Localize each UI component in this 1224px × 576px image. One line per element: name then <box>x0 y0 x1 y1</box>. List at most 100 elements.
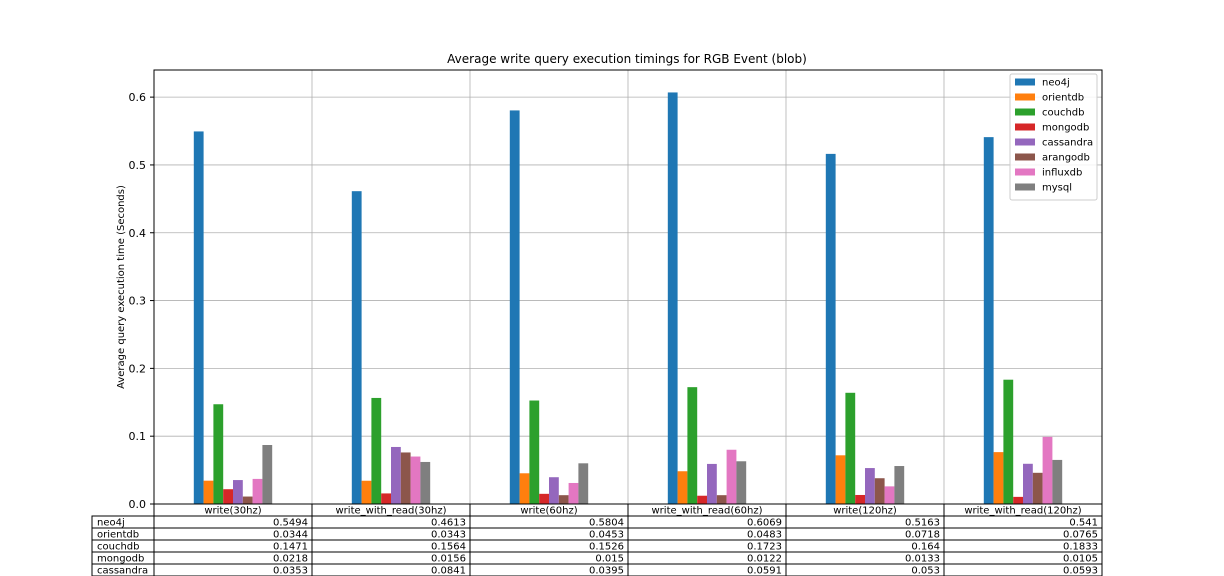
table-cell-value: 0.0453 <box>589 530 624 541</box>
legend-swatch <box>1015 168 1035 176</box>
bar-mysql <box>420 461 431 504</box>
bar-orientdb <box>519 473 530 504</box>
data-table: write(30hz) write_with_read(30hz) write(60… <box>91 503 1103 576</box>
table-header-label: write_with_read(60hz) <box>652 506 763 517</box>
bar-influxdb <box>410 456 421 504</box>
table-cell-value: 0.0483 <box>747 530 782 541</box>
table-cell-value: 0.5494 <box>273 518 308 529</box>
bar-mysql <box>894 466 905 504</box>
bar-couchdb <box>213 404 224 504</box>
bar-orientdb <box>835 455 846 504</box>
bar-cassandra <box>549 477 559 504</box>
table-cell-value: 0.4613 <box>431 518 466 529</box>
bar-arangodb <box>874 478 885 504</box>
legend-label: mongodb <box>1042 123 1089 134</box>
table-cell-value: 0.0841 <box>431 566 466 576</box>
bar-mongodb <box>855 494 865 504</box>
y-tick-label: 0.0 <box>129 498 147 511</box>
bar-arangodb <box>242 496 253 504</box>
bar-mongodb <box>697 495 707 504</box>
table-cell-value: 0.1564 <box>431 542 466 553</box>
bar-couchdb <box>371 397 382 504</box>
y-axis-label: Average query execution time (Seconds) <box>116 185 127 389</box>
bar-neo4j <box>825 153 836 504</box>
table-cell-value: 0.015 <box>595 554 624 565</box>
bar-arangodb <box>558 495 569 504</box>
table-cell-value: 0.0395 <box>589 566 624 576</box>
bar-neo4j <box>983 137 994 504</box>
table-cell-value: 0.0105 <box>1063 554 1098 565</box>
legend-swatch <box>1015 123 1035 131</box>
bar-neo4j <box>193 131 204 505</box>
legend-swatch <box>1015 93 1035 101</box>
bar-couchdb <box>1003 379 1014 504</box>
bar-orientdb <box>677 471 688 504</box>
bar-couchdb <box>845 392 856 504</box>
bar-neo4j <box>667 92 678 505</box>
bar-influxdb <box>252 478 263 504</box>
bar-mongodb <box>223 489 233 504</box>
table-cell-value: 0.0122 <box>747 554 782 565</box>
table-cell-value: 0.1471 <box>273 542 308 553</box>
table-cell-value: 0.0353 <box>273 566 308 576</box>
y-tick-label: 0.3 <box>129 295 147 308</box>
table-cell-value: 0.5163 <box>905 518 940 529</box>
table-cell-value: 0.1723 <box>747 542 782 553</box>
table-row-label: mongodb <box>97 554 144 565</box>
y-axis-ticks: 0.0 0.1 0.2 0.3 0.4 0.5 0.6 <box>129 91 154 511</box>
table-cell <box>943 563 1103 576</box>
table-cell-value: 0.0343 <box>431 530 466 541</box>
legend-label: arangodb <box>1042 153 1090 164</box>
y-tick-label: 0.4 <box>129 227 147 240</box>
bar-mysql <box>578 463 589 504</box>
bar-arangodb <box>1032 472 1043 504</box>
table-cell-value: 0.164 <box>911 542 940 553</box>
legend-swatch <box>1015 183 1035 191</box>
legend: neo4j orientdb couchdb mongodb cassandra aran… <box>1009 73 1098 201</box>
y-tick-label: 0.1 <box>129 430 147 443</box>
table-cell-value: 0.6069 <box>747 518 782 529</box>
table-row-label: orientdb <box>97 530 139 541</box>
bar-cassandra <box>865 468 875 504</box>
table-cell-value: 0.0218 <box>273 554 308 565</box>
bar-orientdb <box>993 452 1004 504</box>
table-row-label: cassandra <box>97 566 148 576</box>
table-row-label: couchdb <box>97 542 140 553</box>
bar-mongodb <box>381 493 391 504</box>
bar-mongodb <box>1013 496 1023 504</box>
legend-swatch <box>1015 108 1035 116</box>
bar-cassandra <box>391 446 401 504</box>
y-tick-label: 0.6 <box>129 91 147 104</box>
table-cell-value: 0.1526 <box>589 542 624 553</box>
bar-orientdb <box>361 480 372 504</box>
bar-mysql <box>262 445 273 504</box>
table-cell-value: 0.1833 <box>1063 542 1098 553</box>
bars-layer <box>193 92 1063 505</box>
bar-neo4j <box>509 110 520 504</box>
bar-mysql <box>736 461 747 504</box>
table-cell-value: 0.0718 <box>905 530 940 541</box>
legend-swatch <box>1015 153 1035 161</box>
legend-label: cassandra <box>1042 138 1093 149</box>
table-header-label: write(30hz) <box>204 506 261 517</box>
bar-orientdb <box>203 480 214 504</box>
table-cell-value: 0.0133 <box>905 554 940 565</box>
bar-arangodb <box>716 495 727 504</box>
bar-couchdb <box>687 387 698 504</box>
bar-cassandra <box>707 463 717 504</box>
legend-label: neo4j <box>1042 78 1070 89</box>
bar-mongodb <box>539 493 549 504</box>
table-cell-value: 0.0156 <box>431 554 466 565</box>
bar-cassandra <box>233 480 243 504</box>
bar-neo4j <box>351 191 362 504</box>
table-header-label: write(120hz) <box>833 506 897 517</box>
table-cell-value: 0.0765 <box>1063 530 1098 541</box>
grid-lines <box>154 70 1102 505</box>
bar-cassandra <box>1023 463 1033 504</box>
table-cell-value: 0.0344 <box>273 530 308 541</box>
legend-swatch <box>1015 138 1035 146</box>
legend-label: mysql <box>1042 183 1072 194</box>
bar-influxdb <box>1042 436 1053 504</box>
table-cell-value: 0.0591 <box>747 566 782 576</box>
